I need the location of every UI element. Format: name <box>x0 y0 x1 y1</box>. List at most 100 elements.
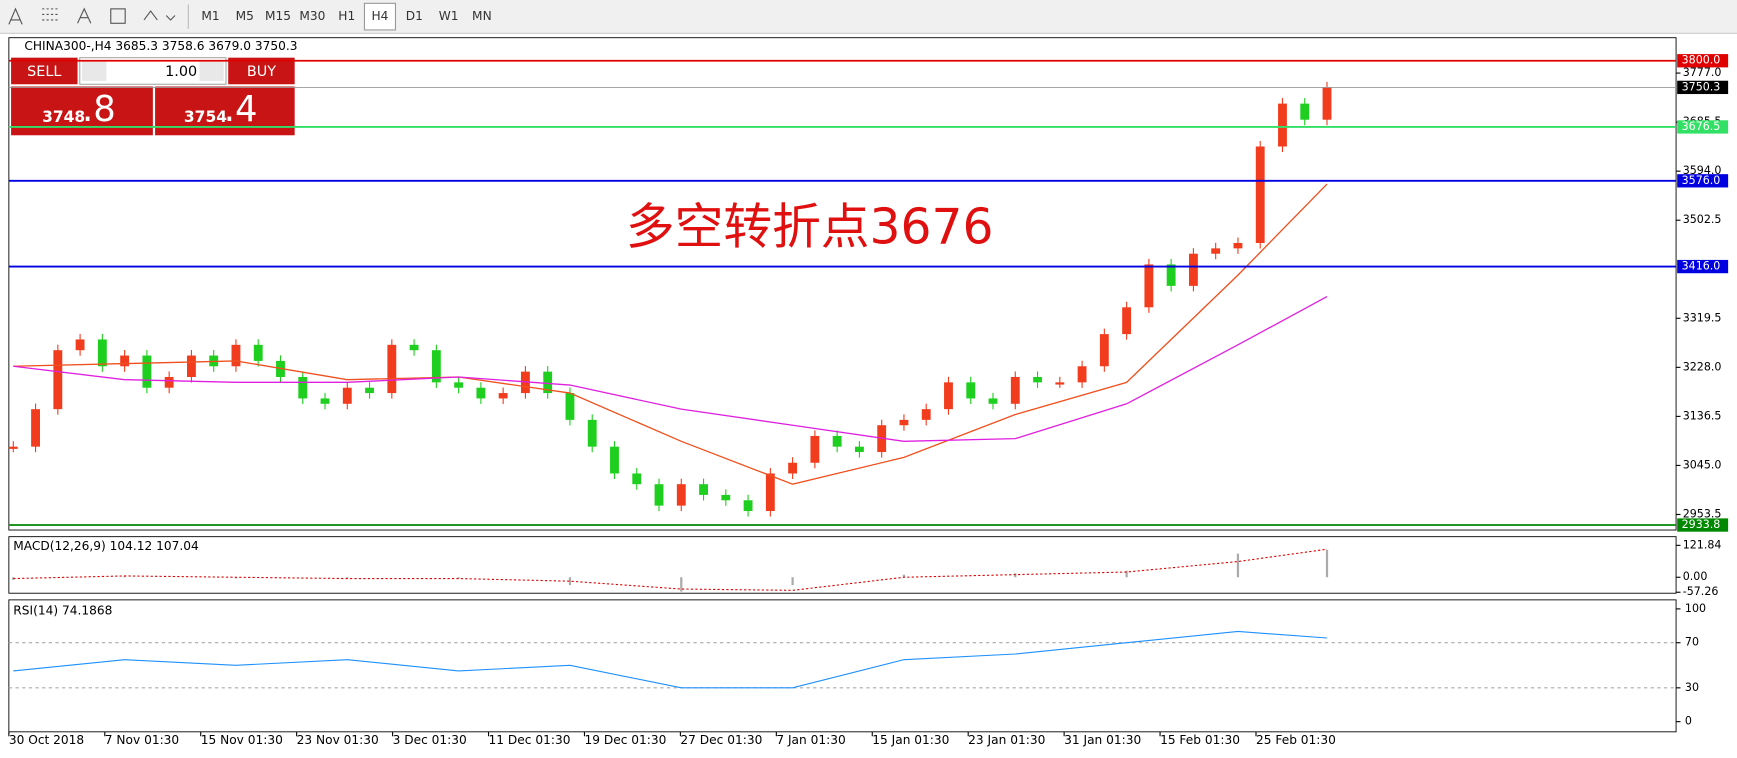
candle <box>610 446 619 474</box>
price-level-label: 3750.3 <box>1682 80 1721 93</box>
rsi-label: RSI(14) 74.1868 <box>13 603 112 617</box>
candle <box>944 382 953 410</box>
sell-button[interactable] <box>11 57 78 85</box>
candle <box>186 355 196 377</box>
sell-label[interactable]: SELL <box>27 64 61 80</box>
annotation: 多空转折点3676 <box>626 200 994 256</box>
candle <box>53 350 63 410</box>
candle <box>854 446 864 453</box>
candle <box>498 393 508 399</box>
timeframe-button[interactable]: D1 <box>406 9 423 23</box>
bid-big: .8 <box>82 89 116 130</box>
rsi-tick-label: 100 <box>1685 602 1706 615</box>
candle <box>1010 376 1020 404</box>
rsi-tick-label: 70 <box>1685 636 1699 649</box>
candle <box>365 387 374 394</box>
candle <box>632 473 642 485</box>
price-level-label: 3800.0 <box>1682 54 1721 67</box>
candle <box>921 409 931 420</box>
candle <box>431 350 441 383</box>
candle <box>1188 253 1198 286</box>
rsi-tick-label: 30 <box>1685 681 1699 694</box>
timeframe-button[interactable]: M30 <box>299 9 325 23</box>
icon-arrows[interactable] <box>143 10 176 21</box>
rsi-pane <box>8 599 1677 733</box>
candle <box>1077 366 1087 383</box>
candle <box>788 462 798 474</box>
timeframe-button[interactable]: M5 <box>236 9 254 23</box>
macd-tick-label: 121.84 <box>1683 538 1722 551</box>
icon-label[interactable] <box>110 8 126 24</box>
lot-down[interactable] <box>81 60 107 81</box>
y-tick-label: 3777.0 <box>1683 66 1722 79</box>
candle <box>120 355 130 367</box>
candle <box>454 382 464 388</box>
candle <box>1211 248 1221 254</box>
moving-average <box>13 296 1328 442</box>
candle <box>31 409 40 447</box>
candle <box>231 344 241 367</box>
candle <box>743 500 753 511</box>
x-tick-label: 7 Nov 01:30 <box>105 733 179 747</box>
candle <box>8 446 18 449</box>
candle <box>409 344 419 351</box>
timeframe-selected[interactable] <box>363 2 397 31</box>
main-pane <box>8 37 1677 531</box>
timeframe-button[interactable]: W1 <box>439 9 459 23</box>
macd-bar <box>457 577 460 579</box>
price-level-box <box>1677 259 1729 274</box>
x-tick-label: 15 Feb 01:30 <box>1160 733 1240 747</box>
candle <box>699 484 708 495</box>
macd-bar <box>1014 573 1017 578</box>
x-tick-label: 23 Nov 01:30 <box>297 733 379 747</box>
macd-tick-label: -57.26 <box>1683 585 1719 598</box>
timeframe-button[interactable]: M1 <box>201 9 219 23</box>
price-level-label: 2933.8 <box>1682 518 1721 531</box>
lot-up[interactable] <box>199 60 224 81</box>
price-level-box <box>1677 80 1729 95</box>
timeframe-button[interactable]: H4 <box>372 9 389 23</box>
timeframe-button[interactable]: H1 <box>338 9 355 23</box>
timeframe-button[interactable]: M15 <box>265 9 291 23</box>
y-tick-label: 3319.5 <box>1683 311 1722 324</box>
buy-button[interactable] <box>228 57 295 85</box>
macd-signal <box>13 548 1328 591</box>
candle <box>565 393 575 420</box>
icon-lines[interactable] <box>8 7 23 25</box>
buy-label[interactable]: BUY <box>247 64 276 80</box>
price-level-box <box>1677 54 1729 68</box>
candle <box>298 376 308 399</box>
trade-panel: SELL 1.00 BUY 3748 .8 3754 .4 <box>11 57 295 136</box>
lot-value[interactable]: 1.00 <box>165 64 197 80</box>
candle <box>1322 87 1332 120</box>
macd-bar <box>346 577 349 579</box>
candle <box>1144 264 1154 308</box>
x-tick-label: 31 Jan 01:30 <box>1064 733 1141 747</box>
ask-big: .4 <box>224 89 258 130</box>
candle <box>97 339 107 367</box>
x-tick-label: 19 Dec 01:30 <box>584 733 666 747</box>
x-tick-label: 11 Dec 01:30 <box>489 733 571 747</box>
candle <box>142 355 152 388</box>
price-level-label: 3576.0 <box>1682 174 1721 187</box>
candle <box>988 398 998 404</box>
y-tick-label: 3594.0 <box>1683 164 1722 177</box>
candle <box>253 344 263 361</box>
candle <box>1255 146 1265 243</box>
candle <box>1166 264 1176 286</box>
candle <box>387 344 397 394</box>
candle <box>899 419 909 426</box>
price-level-box <box>1677 518 1729 532</box>
tool-icons[interactable] <box>8 7 176 25</box>
y-tick-label: 3136.5 <box>1683 409 1722 422</box>
y-tick-label: 2953.5 <box>1683 507 1722 520</box>
candle <box>1055 382 1065 385</box>
toolbar <box>0 0 1737 34</box>
macd-bar <box>568 577 572 586</box>
candle <box>810 435 820 463</box>
timeframe-button[interactable]: MN <box>472 9 492 23</box>
icon-text[interactable] <box>77 7 92 24</box>
price-level-box <box>1677 120 1729 134</box>
